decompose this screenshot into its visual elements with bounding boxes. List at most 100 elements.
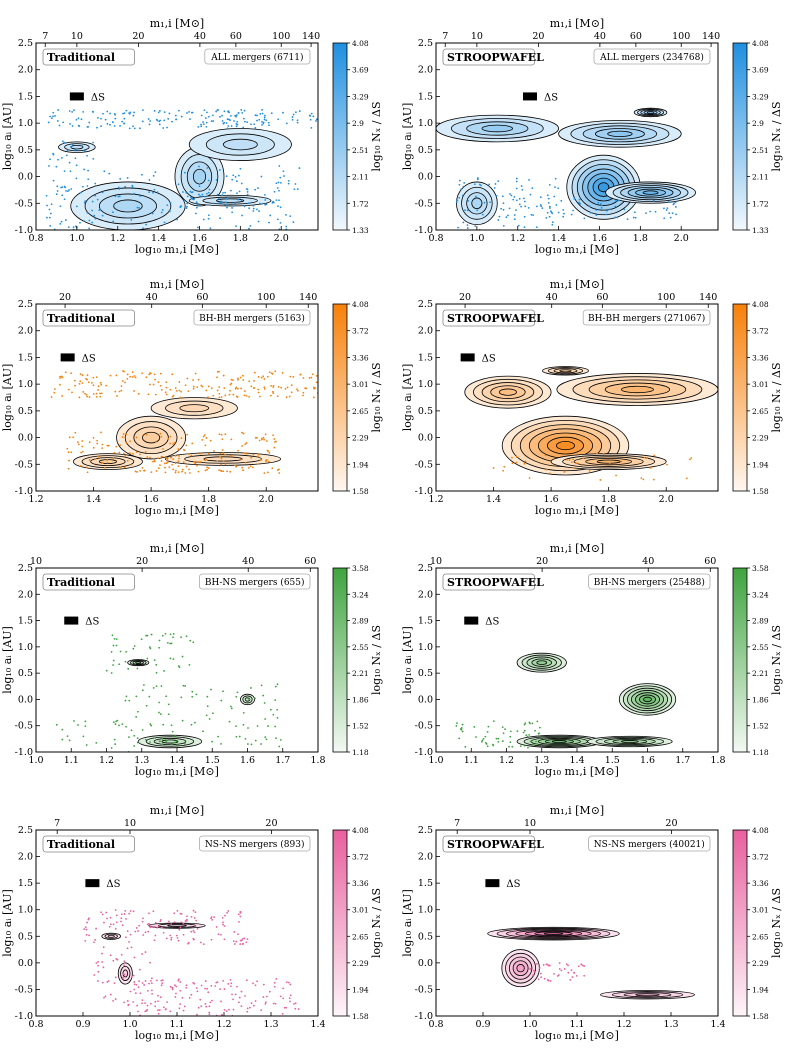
scatter-point (258, 210, 260, 212)
y-tick-label: 1.5 (18, 878, 33, 889)
y-tick-label: 0.0 (18, 958, 33, 969)
scatter-point (142, 684, 145, 686)
scatter-point (146, 923, 149, 926)
scatter-point (250, 743, 253, 746)
scatter-point (204, 987, 206, 990)
scatter-point (124, 660, 127, 663)
scatter-point (198, 185, 201, 188)
scatter-point (520, 205, 522, 208)
cbar-tick-label: 3.72 (752, 327, 769, 336)
scatter-point (654, 210, 657, 213)
scatter-point (196, 226, 199, 229)
scatter-point (278, 472, 281, 474)
scatter-point (282, 170, 285, 173)
scatter-point (114, 909, 117, 911)
scatter-point (136, 471, 138, 473)
scatter-point (216, 370, 219, 373)
scatter-point (218, 392, 221, 395)
scatter-point (157, 1012, 160, 1015)
scatter-point (144, 451, 147, 453)
scatter-point (545, 963, 548, 966)
scatter-point (199, 998, 202, 1001)
scatter-point (282, 987, 285, 990)
scatter-point (217, 933, 220, 936)
scatter-point (117, 195, 120, 198)
scatter-point (227, 110, 230, 113)
y-tick-label: 1.0 (418, 905, 433, 916)
scatter-point (128, 912, 131, 915)
scatter-point (202, 121, 204, 123)
scatter-point (256, 980, 258, 983)
scatter-point (70, 145, 72, 148)
top-tick-label: 40 (594, 31, 606, 42)
panel-4: 1.2 1.4 1.6 1.8 2.0-1.0-0.50.00.51.01.52.02.… (401, 278, 783, 517)
scatter-point (245, 188, 248, 190)
scatter-point (562, 215, 565, 218)
scatter-point (261, 112, 264, 115)
delta-s-label: ΔS (82, 353, 96, 364)
scatter-point (501, 726, 504, 729)
scatter-point (257, 391, 260, 394)
contour-level (597, 182, 610, 193)
scatter-point (75, 164, 78, 167)
scatter-point (225, 122, 228, 124)
scatter-point (245, 394, 248, 397)
scatter-point (273, 438, 276, 440)
scatter-point (232, 393, 235, 396)
cbar-tick-label: 1.86 (752, 695, 769, 704)
scatter-point (195, 919, 198, 922)
scatter-point (98, 208, 101, 211)
cbar-tick-label: 3.36 (352, 879, 369, 888)
scatter-point (513, 218, 516, 221)
scatter-point (546, 194, 549, 197)
scatter-point (228, 393, 231, 396)
scatter-point (94, 938, 96, 941)
scatter-point (605, 213, 608, 216)
scatter-point (119, 650, 122, 653)
scatter-point (206, 167, 209, 169)
scatter-point (203, 109, 206, 112)
scatter-point (147, 118, 150, 120)
scatter-point (560, 969, 563, 972)
scatter-point (528, 477, 531, 479)
x-tick-label: 1.8 (201, 494, 216, 505)
scatter-point (156, 979, 158, 982)
x-tick-label: 1.4 (86, 494, 101, 505)
cbar-tick-label: 2.9 (752, 119, 764, 128)
scatter-point (200, 125, 203, 128)
scatter-point (535, 226, 538, 229)
scatter-point (159, 432, 162, 435)
y-tick-label: 0.5 (18, 668, 33, 679)
legend-box (588, 835, 711, 852)
scatter-point (616, 216, 619, 219)
scatter-point (290, 391, 293, 394)
scatter-point (131, 186, 134, 189)
scatter-point (125, 695, 128, 698)
scatter-point (161, 743, 164, 745)
y-tick-label: 2.0 (18, 852, 33, 863)
scatter-point (268, 371, 271, 374)
scatter-point (270, 372, 273, 375)
scatter-point (293, 1002, 295, 1005)
y-tick-label: -0.5 (415, 984, 433, 995)
scatter-point (169, 1010, 172, 1013)
scatter-point (58, 124, 61, 127)
scatter-point (125, 936, 127, 939)
y-tick-label: 2.0 (18, 65, 33, 76)
scatter-point (186, 433, 189, 436)
scatter-point (556, 975, 559, 977)
cbar-tick-label: 3.01 (352, 906, 369, 915)
x-tick-label: 1.3 (263, 1019, 278, 1030)
x-tick-label: 1.4 (710, 1019, 725, 1030)
scatter-point (129, 375, 131, 378)
scatter-point (49, 158, 51, 161)
scatter-point (97, 389, 99, 391)
scatter-point (131, 184, 134, 187)
scatter-point (93, 941, 95, 944)
x-tick-label: 1.2 (616, 1019, 631, 1030)
scatter-point (207, 385, 210, 388)
scatter-point (170, 456, 172, 459)
scatter-point (232, 998, 234, 1001)
scatter-point (120, 385, 123, 387)
y-tick-label: 2.5 (418, 299, 433, 310)
